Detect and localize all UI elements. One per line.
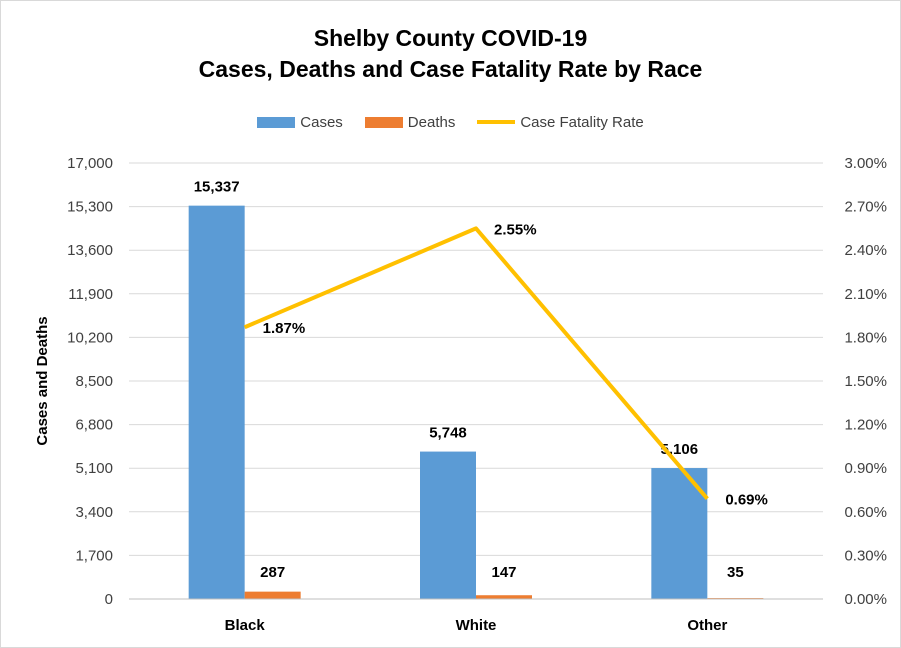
legend-item-cases: Cases — [257, 114, 343, 131]
cfr-line — [243, 226, 709, 501]
data-label-cfr: 0.69% — [725, 492, 768, 509]
y2-tick-label: 2.10% — [844, 286, 887, 303]
data-label-deaths: 147 — [491, 564, 516, 581]
y-tick-label: 5,100 — [75, 460, 113, 477]
bar-cases — [420, 451, 476, 599]
data-label-cfr: 1.87% — [263, 320, 306, 337]
data-label-cases: 15,337 — [194, 179, 240, 196]
y2-tick-label: 2.70% — [844, 199, 887, 216]
legend-label-cases: Cases — [300, 113, 343, 131]
bar-cases — [188, 205, 245, 599]
legend-item-deaths: Deaths — [364, 113, 456, 131]
chart-title-line-2: Cases, Deaths and Case Fatality Rate by … — [198, 56, 703, 82]
y2-tick-label: 0.00% — [844, 591, 887, 608]
legend-swatch-deaths — [364, 116, 403, 128]
legend-item-cfr: Case Fatality Rate — [477, 113, 644, 131]
y-tick-label: 15,300 — [67, 199, 113, 216]
chart-title: Shelby County COVID-19 Cases, Deaths and… — [1, 23, 900, 85]
legend-label-deaths: Deaths — [407, 113, 456, 131]
y-tick-label: 1,700 — [75, 547, 113, 564]
y2-tick-label: 1.50% — [844, 373, 887, 390]
data-label-cases: 5,748 — [429, 425, 467, 442]
y2-tick-label: 0.60% — [844, 504, 887, 521]
y2-tick-label: 2.40% — [844, 242, 887, 259]
y-tick-label: 13,600 — [67, 242, 113, 259]
y-tick-label: 6,800 — [75, 417, 113, 434]
y-tick-label: 10,200 — [67, 329, 113, 346]
data-label-cfr: 2.55% — [494, 221, 537, 238]
data-label-deaths: 35 — [727, 564, 744, 581]
y2-tick-label: 0.30% — [844, 547, 887, 564]
x-tick-label: Black — [225, 617, 266, 634]
y-axis-title: Cases and Deaths — [34, 316, 51, 445]
legend-label-cfr: Case Fatality Rate — [520, 113, 644, 131]
x-tick-label: White — [456, 617, 497, 634]
x-tick-label: Other — [687, 617, 727, 634]
y2-tick-label: 1.80% — [844, 329, 887, 346]
y-tick-label: 3,400 — [75, 504, 113, 521]
legend-swatch-cfr — [477, 120, 516, 124]
legend-swatch-cases — [257, 116, 296, 128]
bar-deaths — [244, 591, 301, 599]
chart-title-line-1: Shelby County COVID-19 — [313, 25, 588, 51]
y2-tick-label: 1.20% — [844, 417, 887, 434]
y2-tick-label: 0.90% — [844, 460, 887, 477]
bar-deaths — [476, 595, 532, 599]
y2-tick-label: 3.00% — [844, 155, 887, 172]
y-tick-label: 8,500 — [75, 373, 113, 390]
y-tick-label: 11,900 — [68, 286, 113, 303]
legend: Cases Deaths Case Fatality Rate — [1, 112, 900, 132]
data-label-deaths: 287 — [260, 564, 285, 581]
y-tick-label: 17,000 — [67, 155, 113, 172]
y-tick-label: 0 — [105, 591, 113, 608]
